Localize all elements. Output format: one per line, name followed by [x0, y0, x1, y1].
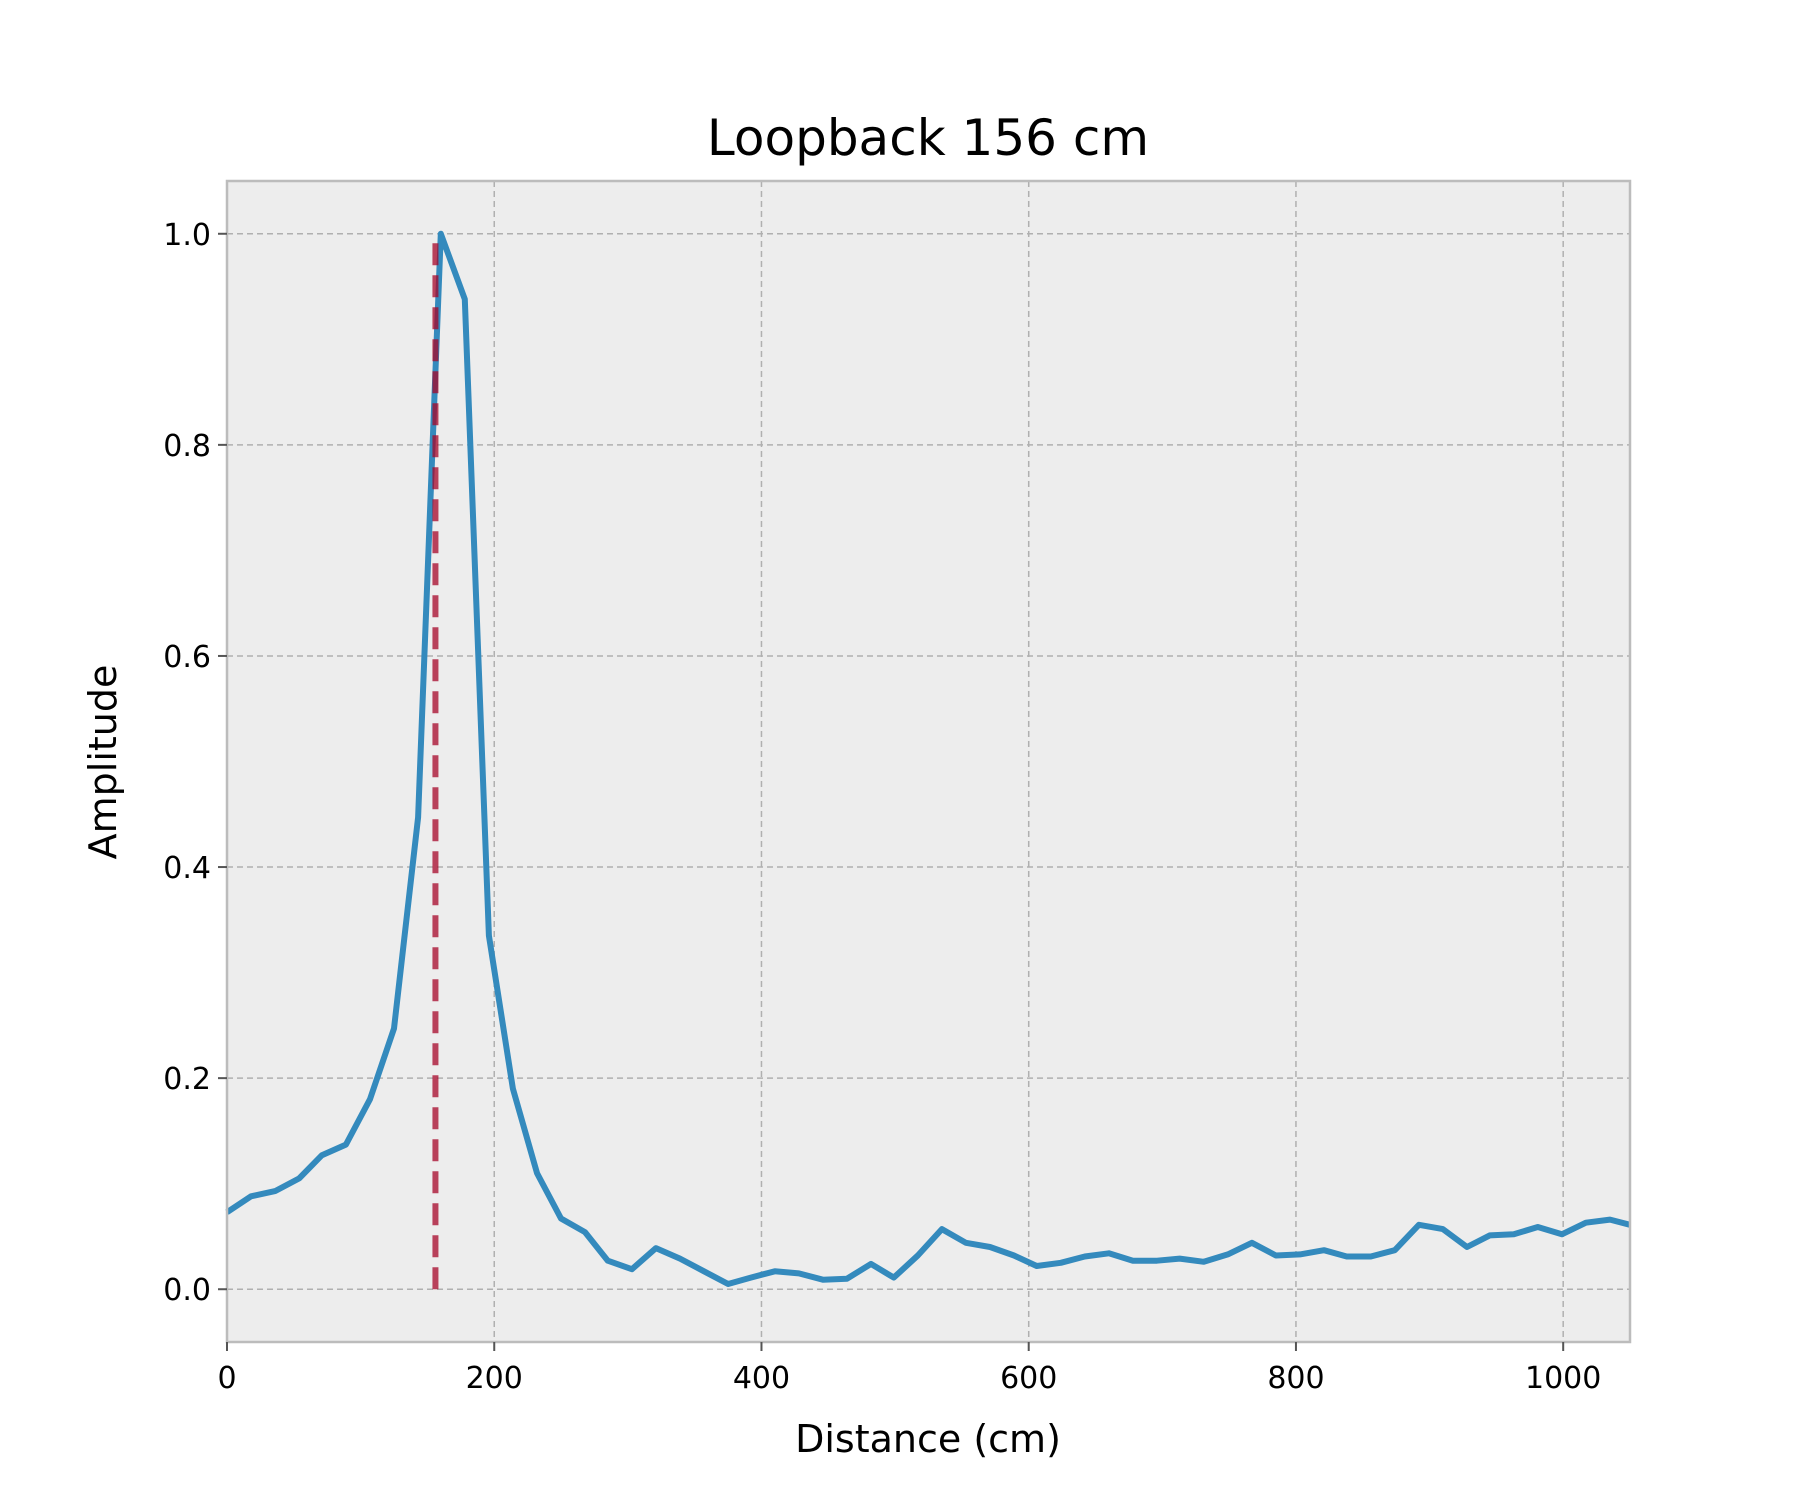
y-tick-label: 0.6: [163, 640, 211, 675]
chart-title: Loopback 156 cm: [707, 109, 1149, 167]
x-tick-label: 0: [217, 1361, 236, 1396]
y-tick-label: 0.0: [163, 1273, 211, 1308]
y-axis-title: Amplitude: [81, 665, 125, 860]
x-tick-label: 200: [466, 1361, 523, 1396]
x-tick-label: 800: [1267, 1361, 1324, 1396]
x-axis-title: Distance (cm): [795, 1417, 1061, 1461]
y-tick-label: 0.2: [163, 1062, 211, 1097]
x-tick-label: 600: [1000, 1361, 1057, 1396]
y-tick-label: 0.4: [163, 851, 211, 886]
amplitude-series-line: [225, 230, 1631, 1287]
ticks: 0 200 400 600 800 1000 0.0 0.2 0.4 0.6 0.8 1.0: [163, 218, 1601, 1396]
x-tick-label: 400: [733, 1361, 790, 1396]
x-tick-label: 1000: [1525, 1361, 1601, 1396]
plot-area: [227, 181, 1630, 1342]
plot-frame: [225, 179, 1632, 1344]
y-tick-label: 1.0: [163, 218, 211, 253]
series-layer: [225, 230, 1631, 1290]
y-tick-label: 0.8: [163, 429, 211, 464]
